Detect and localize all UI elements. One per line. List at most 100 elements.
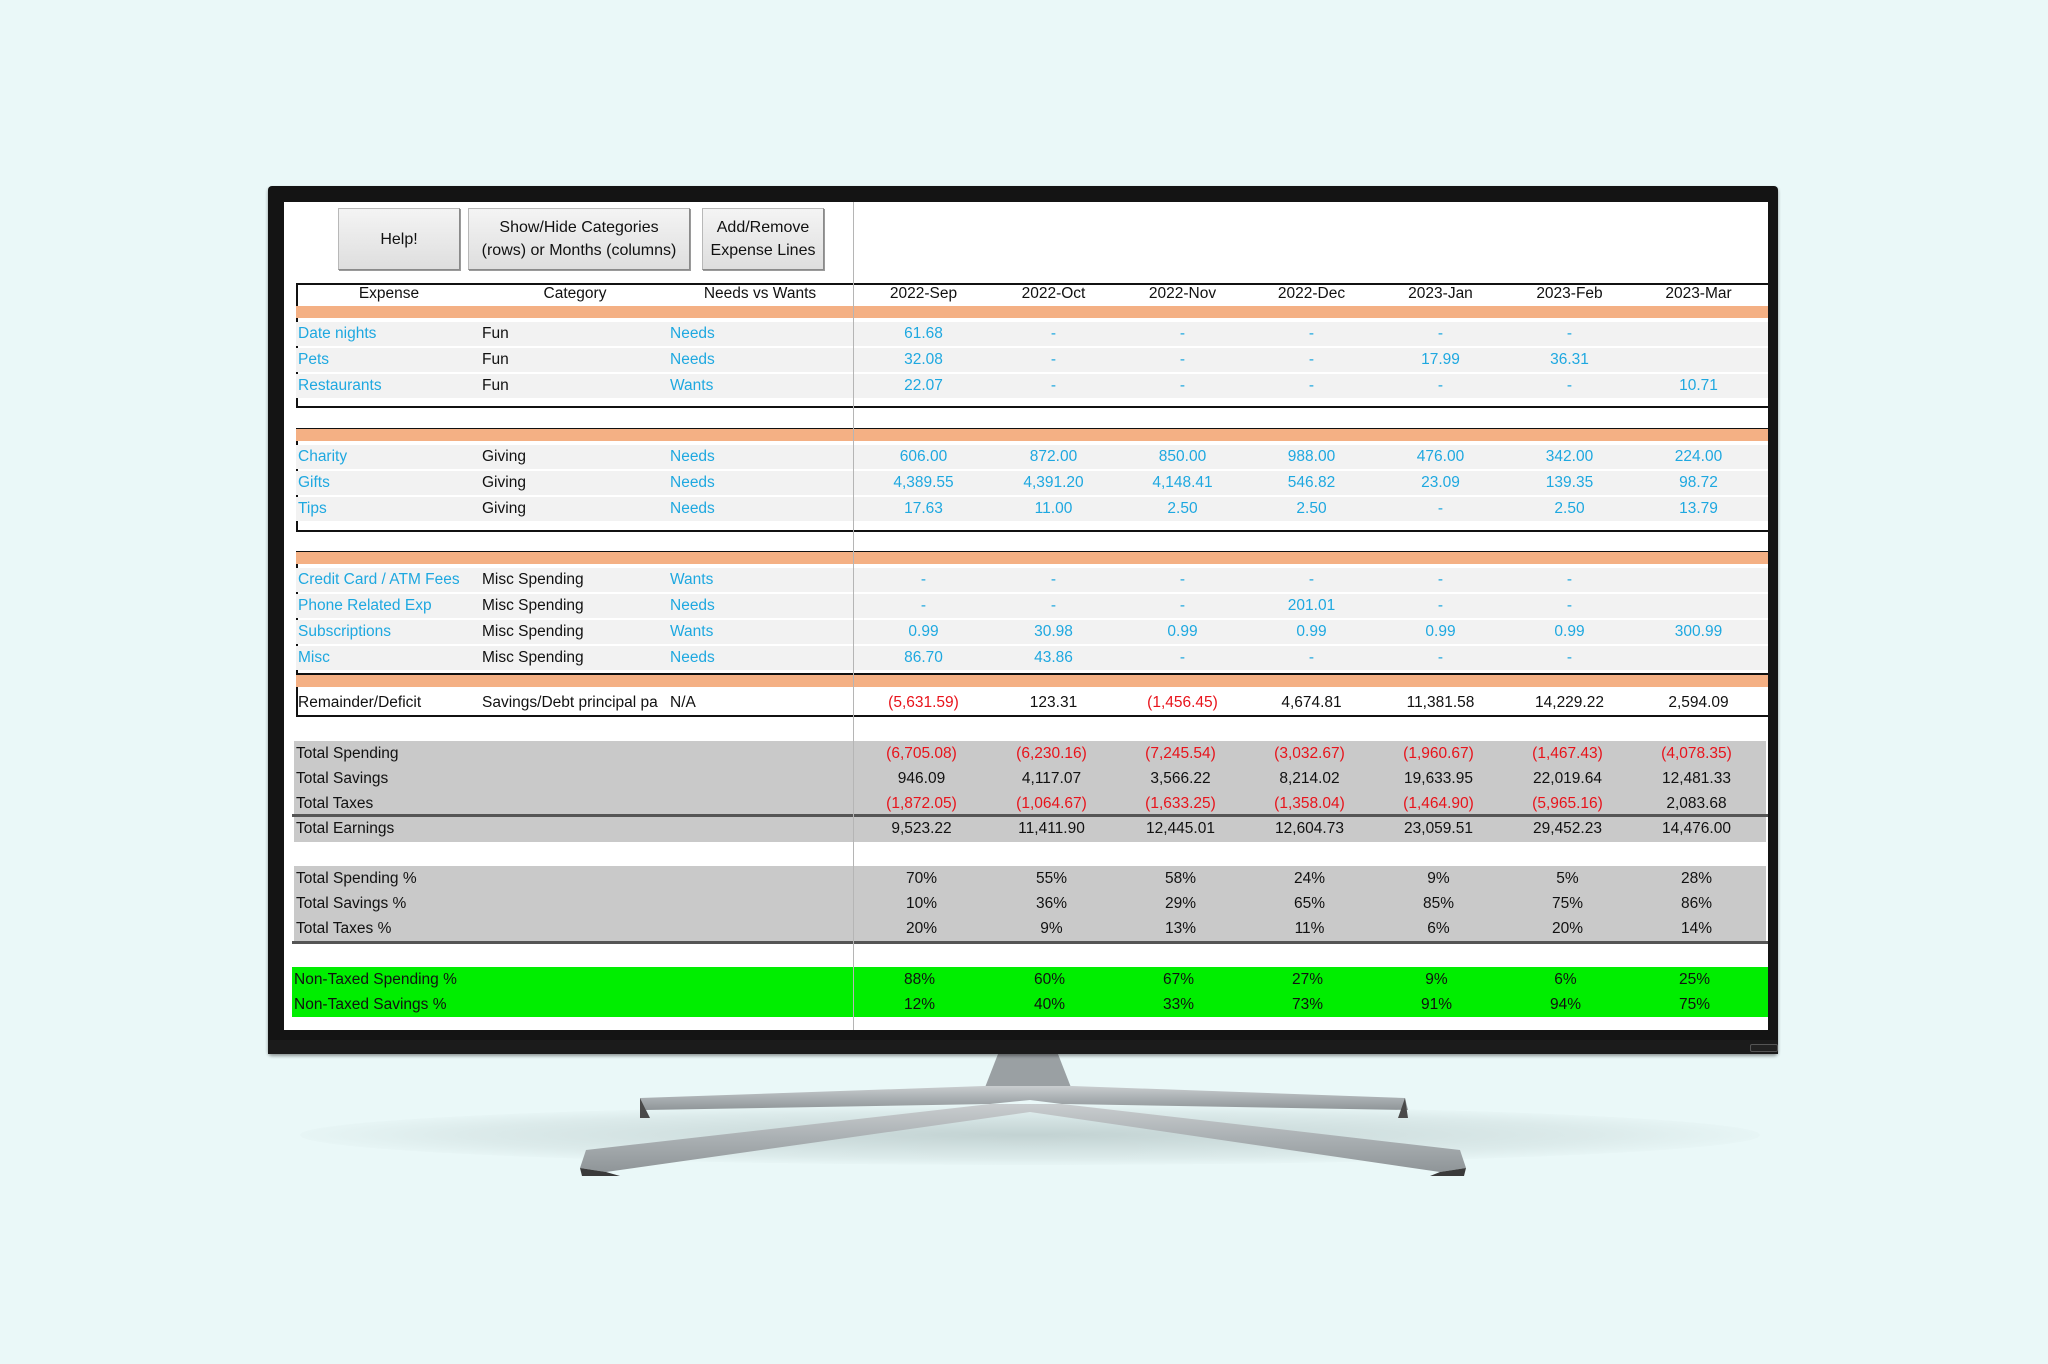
expense-needs-wants[interactable]: Needs (670, 322, 850, 346)
total-value-6[interactable]: (1,467.43) (1532, 744, 1603, 762)
percent-value-7[interactable]: 28% (1680, 869, 1713, 887)
percent-value-1[interactable]: 70% (905, 869, 938, 887)
header-month-3[interactable]: 2022-Nov (1148, 285, 1217, 302)
expense-value-4[interactable]: - (1308, 377, 1315, 394)
expense-value-3[interactable]: - (1179, 597, 1186, 614)
expense-value-6[interactable]: 36.31 (1550, 351, 1589, 368)
non-taxed-value-2[interactable]: 40% (1033, 995, 1066, 1013)
non-taxed-value-5[interactable]: 9% (1425, 970, 1448, 988)
expense-category[interactable]: Misc Spending (482, 594, 668, 618)
percent-value-6[interactable]: 75% (1551, 894, 1584, 912)
expense-value-1[interactable]: 606.00 (899, 448, 948, 465)
total-value-1[interactable]: (6,705.08) (886, 744, 957, 762)
total-value-5[interactable]: (1,464.90) (1403, 794, 1474, 812)
percent-value-4[interactable]: 11% (1294, 919, 1325, 937)
expense-category[interactable]: Misc Spending (482, 568, 668, 592)
total-value-2[interactable]: 11,411.90 (1018, 820, 1085, 837)
expense-value-7[interactable]: 13.79 (1679, 500, 1718, 517)
expense-value-5[interactable]: - (1437, 500, 1444, 517)
percent-value-3[interactable]: 58% (1164, 869, 1197, 887)
total-value-5[interactable]: 19,633.95 (1404, 769, 1473, 787)
expense-value-2[interactable]: 872.00 (1029, 448, 1078, 465)
expense-value-2[interactable]: 43.86 (1034, 649, 1073, 666)
help-button[interactable]: Help! (338, 208, 460, 270)
expense-category[interactable]: Giving (482, 471, 668, 495)
remainder-value-1[interactable]: (5,631.59) (888, 694, 959, 711)
expense-value-1[interactable]: 61.68 (904, 325, 943, 342)
total-value-5[interactable]: (1,960.67) (1403, 744, 1474, 762)
remainder-value-3[interactable]: (1,456.45) (1147, 694, 1218, 711)
total-value-6[interactable]: 29,452.23 (1533, 820, 1602, 837)
non-taxed-value-3[interactable]: 33% (1162, 995, 1195, 1013)
non-taxed-value-6[interactable]: 94% (1549, 995, 1582, 1013)
percent-value-5[interactable]: 6% (1427, 919, 1450, 937)
expense-value-5[interactable]: - (1437, 649, 1444, 666)
expense-value-1[interactable]: 0.99 (908, 623, 939, 640)
non-taxed-value-1[interactable]: 88% (903, 970, 936, 988)
non-taxed-value-4[interactable]: 27% (1291, 970, 1324, 988)
expense-value-3[interactable]: - (1179, 325, 1186, 342)
percent-value-2[interactable]: 55% (1035, 869, 1068, 887)
expense-value-3[interactable]: - (1179, 571, 1186, 588)
expense-value-4[interactable]: 0.99 (1296, 623, 1327, 640)
add-remove-expense-lines-button[interactable]: Add/Remove Expense Lines (702, 208, 824, 270)
percent-value-6[interactable]: 20% (1551, 919, 1584, 937)
expense-value-7[interactable]: 10.71 (1679, 377, 1718, 394)
percent-value-7[interactable]: 14% (1680, 919, 1713, 937)
percent-value-6[interactable]: 5% (1556, 869, 1579, 887)
remainder-value-7[interactable]: 2,594.09 (1668, 694, 1729, 711)
expense-value-4[interactable]: - (1308, 571, 1315, 588)
expense-name[interactable]: Restaurants (298, 374, 480, 398)
expense-value-5[interactable]: 17.99 (1421, 351, 1460, 368)
remainder-value-6[interactable]: 14,229.22 (1535, 694, 1604, 711)
expense-name[interactable]: Gifts (298, 471, 480, 495)
non-taxed-value-4[interactable]: 73% (1291, 995, 1324, 1013)
total-value-6[interactable]: (5,965.16) (1532, 794, 1603, 812)
total-value-3[interactable]: 3,566.22 (1150, 769, 1211, 787)
expense-value-2[interactable]: - (1050, 597, 1057, 614)
expense-value-7[interactable] (1634, 568, 1763, 592)
total-value-4[interactable]: 8,214.02 (1279, 769, 1340, 787)
expense-value-3[interactable]: 850.00 (1158, 448, 1207, 465)
expense-name[interactable]: Misc (298, 646, 480, 670)
remainder-value-4[interactable]: 4,674.81 (1281, 694, 1342, 711)
percent-value-2[interactable]: 36% (1035, 894, 1068, 912)
expense-value-5[interactable]: 23.09 (1421, 474, 1460, 491)
non-taxed-value-1[interactable]: 12% (903, 995, 936, 1013)
expense-value-4[interactable]: - (1308, 649, 1315, 666)
expense-value-6[interactable]: - (1566, 649, 1573, 666)
expense-value-6[interactable]: 2.50 (1554, 500, 1585, 517)
total-value-1[interactable]: 946.09 (897, 769, 946, 787)
expense-value-6[interactable]: - (1566, 571, 1573, 588)
expense-value-2[interactable]: 4,391.20 (1023, 474, 1084, 491)
expense-value-5[interactable]: - (1437, 377, 1444, 394)
expense-value-5[interactable]: - (1437, 325, 1444, 342)
header-month-6[interactable]: 2023-Feb (1536, 285, 1603, 302)
show-hide-categories-button[interactable]: Show/Hide Categories (rows) or Months (c… (468, 208, 690, 270)
expense-value-4[interactable]: 988.00 (1287, 448, 1336, 465)
total-value-3[interactable]: (1,633.25) (1145, 794, 1216, 812)
header-month-1[interactable]: 2022-Sep (889, 285, 958, 302)
percent-value-4[interactable]: 24% (1293, 869, 1326, 887)
total-value-2[interactable]: (6,230.16) (1016, 744, 1087, 762)
expense-needs-wants[interactable]: Needs (670, 445, 850, 469)
percent-value-5[interactable]: 85% (1422, 894, 1455, 912)
expense-value-3[interactable]: - (1179, 649, 1186, 666)
expense-value-3[interactable]: - (1179, 377, 1186, 394)
expense-value-6[interactable]: - (1566, 597, 1573, 614)
expense-category[interactable]: Misc Spending (482, 646, 668, 670)
expense-value-4[interactable]: 201.01 (1287, 597, 1336, 614)
total-value-2[interactable]: 4,117.07 (1021, 769, 1082, 787)
expense-value-1[interactable]: 17.63 (904, 500, 943, 517)
non-taxed-value-6[interactable]: 6% (1554, 970, 1577, 988)
expense-value-7[interactable] (1634, 594, 1763, 618)
non-taxed-value-7[interactable]: 25% (1678, 970, 1711, 988)
total-value-3[interactable]: 12,445.01 (1146, 820, 1215, 837)
expense-value-6[interactable]: - (1566, 325, 1573, 342)
expense-name[interactable]: Pets (298, 348, 480, 372)
non-taxed-value-2[interactable]: 60% (1033, 970, 1066, 988)
percent-value-7[interactable]: 86% (1680, 894, 1713, 912)
total-value-3[interactable]: (7,245.54) (1145, 744, 1216, 762)
expense-name[interactable]: Subscriptions (298, 620, 480, 644)
total-value-4[interactable]: (3,032.67) (1274, 744, 1345, 762)
